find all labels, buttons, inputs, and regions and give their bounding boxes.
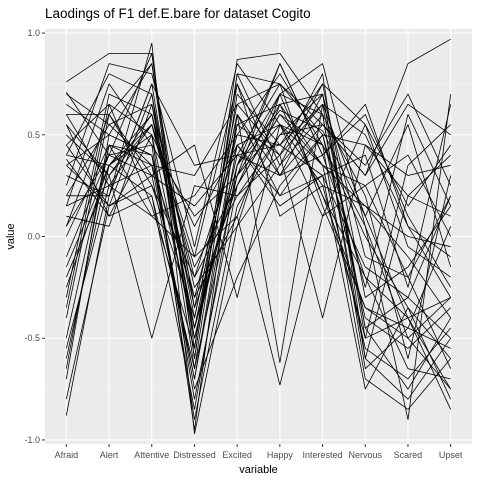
x-tick-label: Excited [222, 450, 252, 460]
series-line [65, 114, 451, 386]
y-tick-label: 0.5 [27, 130, 40, 140]
y-axis-title: value [5, 223, 17, 249]
x-tick-label: Nervous [348, 450, 382, 460]
x-tick-label: Distressed [173, 450, 216, 460]
x-tick-label: Attentive [134, 450, 169, 460]
series-line [66, 53, 452, 400]
x-tick-label: Scared [394, 450, 423, 460]
x-tick-label: Alert [100, 450, 119, 460]
axes: 1.0 0.5 0.0 -0.5 -1.0 Afraid Alert Attentive Dis… [24, 28, 462, 460]
x-tick-label: Upset [439, 450, 463, 460]
series-line [65, 83, 451, 369]
y-tick-label: 0.0 [27, 232, 40, 242]
series-lines [65, 38, 452, 435]
x-tick-label: Interested [303, 450, 343, 460]
series-line [65, 103, 452, 431]
series-line [65, 38, 451, 379]
x-tick-label: Happy [267, 450, 294, 460]
series-line [66, 103, 452, 329]
series-line [65, 103, 451, 380]
y-tick-label: -0.5 [24, 333, 40, 343]
y-tick-label: 1.0 [27, 28, 40, 38]
series-line [65, 103, 451, 278]
series-line [66, 83, 452, 390]
x-axis-title: variable [239, 464, 278, 476]
x-tick-label: Afraid [55, 450, 79, 460]
series-line [66, 103, 452, 360]
series-line [65, 73, 452, 364]
chart-title: Laodings of F1 def.E.bare for dataset Co… [45, 6, 311, 21]
y-tick-label: -1.0 [24, 435, 40, 445]
